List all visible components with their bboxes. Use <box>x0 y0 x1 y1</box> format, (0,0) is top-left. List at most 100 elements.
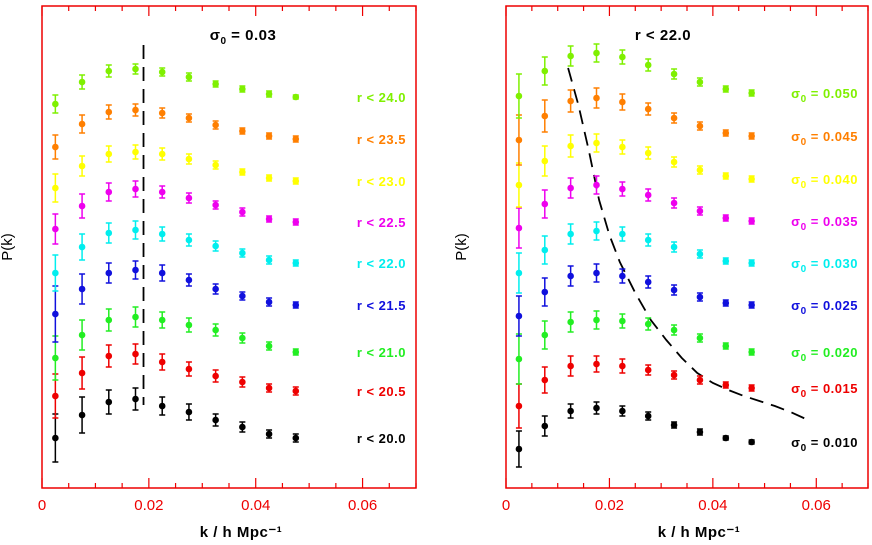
series-label: σ0 = 0.025 <box>791 298 858 317</box>
y-axis-label: P(k) <box>453 233 470 261</box>
data-point <box>292 135 300 143</box>
data-point <box>722 299 730 307</box>
series-label: r < 21.0 <box>357 345 406 360</box>
x-tick-label: 0.04 <box>241 497 270 514</box>
data-point <box>52 225 59 233</box>
data-point <box>78 331 86 339</box>
data-point <box>722 214 730 222</box>
series-4: σ0 = 0.025 <box>515 263 858 337</box>
data-point <box>52 310 59 318</box>
data-point <box>541 112 549 120</box>
data-point <box>212 201 219 209</box>
data-point <box>644 412 652 420</box>
series-4: r < 21.5 <box>52 260 406 343</box>
data-point <box>722 257 730 265</box>
data-point <box>132 313 139 321</box>
data-point <box>619 53 626 61</box>
data-point <box>670 326 678 334</box>
data-point <box>722 85 730 93</box>
series-label: r < 23.5 <box>357 132 406 147</box>
data-point <box>644 61 652 69</box>
data-point <box>158 188 166 196</box>
data-point <box>515 136 523 144</box>
series-8: σ0 = 0.045 <box>515 87 858 166</box>
series-5: σ0 = 0.030 <box>515 221 858 294</box>
plot-frame <box>41 5 417 489</box>
data-point <box>265 342 273 350</box>
data-point <box>132 106 139 114</box>
data-point <box>52 100 59 108</box>
data-point <box>748 301 755 309</box>
data-point <box>265 298 273 306</box>
data-point <box>105 67 113 75</box>
data-point <box>670 199 678 207</box>
data-point <box>132 65 139 73</box>
data-point <box>541 67 549 75</box>
data-point <box>619 272 626 280</box>
series-3: r < 21.0 <box>52 306 406 381</box>
data-point <box>670 286 678 294</box>
data-point <box>593 94 600 102</box>
data-point <box>105 398 113 406</box>
data-point <box>78 162 86 170</box>
data-point <box>748 132 755 140</box>
data-point <box>515 92 523 100</box>
data-point <box>670 371 678 379</box>
data-point <box>265 174 273 182</box>
plot-frame <box>505 5 869 489</box>
x-tick-label: 0.02 <box>134 497 163 514</box>
series-7: r < 23.0 <box>52 144 406 203</box>
data-point <box>593 181 600 189</box>
data-point <box>185 365 193 373</box>
data-point <box>593 360 600 368</box>
data-point <box>748 384 755 392</box>
data-point <box>239 378 246 386</box>
data-point <box>78 369 86 377</box>
x-tick-label: 0.06 <box>802 497 831 514</box>
data-point <box>541 331 549 339</box>
series-label: r < 22.5 <box>357 215 406 230</box>
series-label: σ0 = 0.050 <box>791 86 858 105</box>
data-point <box>105 316 113 324</box>
data-point <box>52 434 59 442</box>
series-label: σ0 = 0.045 <box>791 129 858 148</box>
data-point <box>644 366 652 374</box>
x-axis-label: k / h Mpc⁻¹ <box>200 524 283 541</box>
series-label: r < 24.0 <box>357 90 406 105</box>
panel-2: 0 0.02 0.04 0.06 k / h Mpc⁻¹ P(k) r < 22.0 σ0 =… <box>453 5 869 541</box>
data-point <box>619 317 626 325</box>
data-point <box>696 293 704 301</box>
data-point <box>644 191 652 199</box>
data-point <box>515 355 523 363</box>
data-point <box>644 149 652 157</box>
data-point <box>105 188 113 196</box>
data-point <box>567 318 574 326</box>
data-point <box>515 445 523 453</box>
data-point <box>158 150 166 158</box>
series-7: σ0 = 0.040 <box>515 133 858 208</box>
data-point <box>212 161 219 169</box>
data-point <box>696 207 704 215</box>
data-point <box>78 243 86 251</box>
series-5: r < 22.0 <box>52 220 406 292</box>
data-point <box>515 224 523 232</box>
series-label: r < 20.5 <box>357 384 406 399</box>
data-point <box>105 150 113 158</box>
data-point <box>265 430 273 438</box>
data-point <box>567 272 574 280</box>
data-point <box>158 68 166 76</box>
data-point <box>158 109 166 117</box>
data-point <box>515 312 523 320</box>
data-point <box>515 402 523 410</box>
series-label: r < 20.0 <box>357 431 406 446</box>
data-point <box>593 269 600 277</box>
data-point <box>593 49 600 57</box>
data-point <box>132 226 139 234</box>
data-point <box>292 259 300 267</box>
series-9: r < 24.0 <box>52 63 406 114</box>
data-point <box>239 168 246 176</box>
data-point <box>292 177 300 185</box>
data-point <box>212 326 219 334</box>
data-point <box>722 342 730 350</box>
